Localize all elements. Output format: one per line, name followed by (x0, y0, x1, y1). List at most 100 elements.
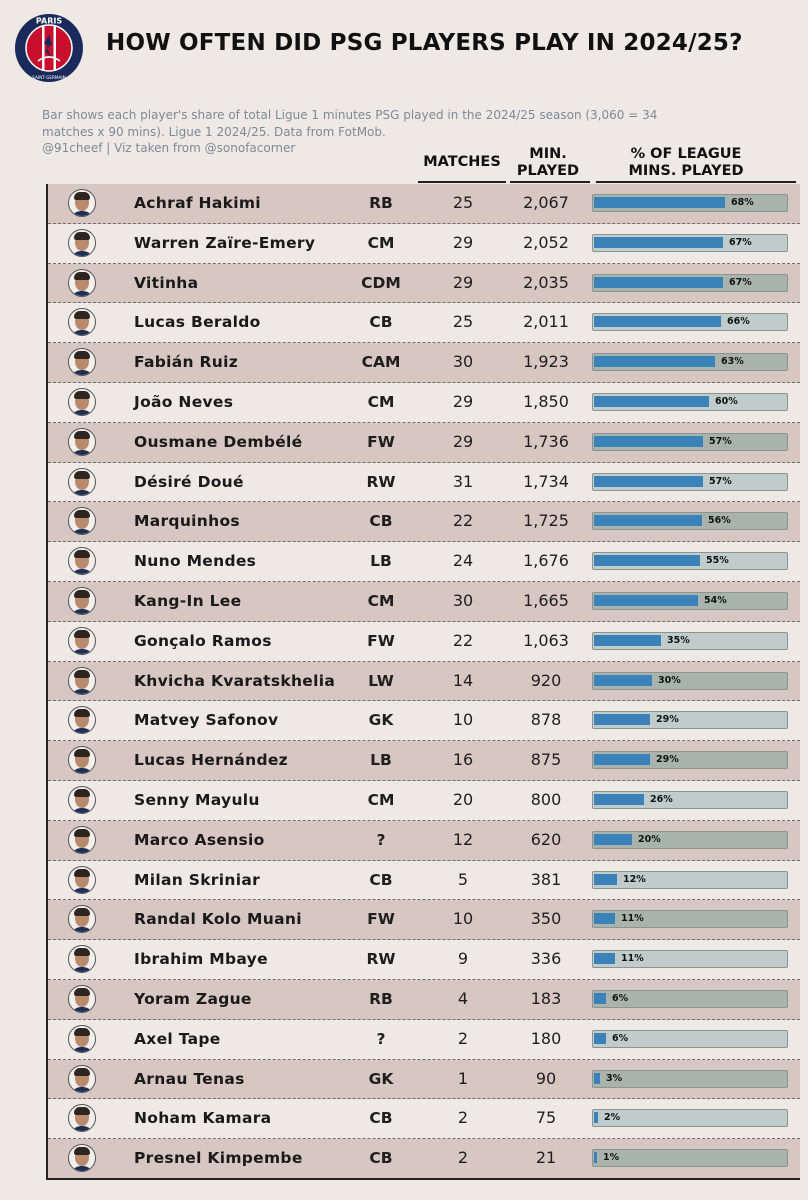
player-name: Milan Skriniar (134, 870, 261, 889)
bar-percent-label: 60% (715, 395, 738, 407)
table-row: Vitinha CDM 29 2,035 67% (48, 263, 800, 304)
subtitle-line: matches x 90 mins). Ligue 1 2024/25. Dat… (42, 124, 386, 139)
player-avatar (68, 984, 96, 1013)
matches-value: 24 (452, 551, 474, 571)
player-avatar (68, 547, 96, 576)
table-row: Milan Skriniar CB 5 381 12% (48, 861, 800, 901)
bar-fill (594, 873, 617, 885)
minutes-value: 1,734 (523, 471, 569, 491)
player-name: João Neves (134, 392, 234, 411)
minutes-value: 180 (530, 1028, 562, 1048)
bar-track: 67% (592, 273, 788, 292)
player-name: Vitinha (134, 273, 199, 292)
matches-value: 22 (452, 511, 474, 531)
bar-percent-label: 68% (731, 197, 754, 208)
table-row: Gonçalo Ramos FW 22 1,063 35% (48, 622, 800, 662)
player-avatar (68, 268, 96, 297)
bar-fill (594, 634, 661, 646)
bar-percent-label: 26% (650, 793, 673, 805)
player-position: RB (369, 989, 393, 1008)
matches-value: 25 (452, 193, 474, 212)
bar-fill (594, 714, 650, 726)
bar-fill (594, 833, 632, 845)
bar-percent-label: 29% (656, 754, 679, 766)
player-position: CM (367, 790, 395, 809)
player-avatar (68, 626, 96, 655)
table-row: Ibrahim Mbaye RW 9 336 11% (48, 940, 800, 980)
matches-value: 20 (452, 789, 474, 809)
matches-value: 22 (452, 630, 474, 650)
matches-value: 30 (452, 590, 474, 610)
header-underline-pct (596, 181, 796, 183)
player-name: Noham Kamara (134, 1109, 272, 1128)
player-avatar (68, 785, 96, 814)
bar-percent-label: 11% (621, 913, 644, 925)
bar-percent-label: 6% (612, 992, 629, 1004)
table-row: Ousmane Dembélé FW 29 1,736 57% (48, 422, 800, 463)
table-row: Senny Mayulu CM 20 800 26% (48, 781, 800, 821)
table-row: Arnau Tenas GK 1 90 3% (48, 1059, 800, 1100)
minutes-value: 2,052 (523, 232, 569, 252)
bar-fill (594, 515, 702, 527)
table-row: Lucas Hernández LB 16 875 29% (48, 741, 800, 781)
player-avatar (68, 945, 96, 974)
table-row: Lucas Beraldo CB 25 2,011 66% (48, 303, 800, 344)
bar-track: 29% (592, 751, 788, 770)
player-position: CM (367, 233, 395, 252)
table-row: Randal Kolo Muani FW 10 350 11% (48, 900, 800, 941)
matches-value: 29 (452, 232, 474, 252)
bar-percent-label: 6% (612, 1032, 629, 1044)
player-name: Presnel Kimpembe (134, 1149, 303, 1168)
player-avatar (68, 825, 96, 854)
bar-fill (594, 953, 615, 965)
player-position: CDM (361, 273, 401, 292)
minutes-value: 1,665 (523, 590, 569, 610)
bar-track: 66% (592, 313, 788, 332)
player-avatar (68, 746, 96, 775)
bar-percent-label: 29% (656, 714, 679, 726)
bar-percent-label: 1% (603, 1152, 620, 1164)
bar-fill (594, 754, 650, 766)
matches-value: 9 (457, 949, 469, 969)
player-name: Ousmane Dembélé (134, 432, 303, 451)
player-name: Gonçalo Ramos (134, 631, 272, 650)
bar-track: 29% (592, 711, 788, 730)
player-position: CM (367, 392, 395, 411)
bar-track: 63% (592, 353, 788, 372)
header-underline-matches (418, 181, 506, 183)
logo-top-text: PARIS (36, 17, 62, 26)
bar-track: 12% (592, 870, 788, 889)
table-row: Matvey Safonov GK 10 878 29% (48, 701, 800, 742)
player-name: Yoram Zague (134, 989, 252, 1008)
minutes-value: 920 (530, 670, 562, 690)
table-row: Fabián Ruiz CAM 30 1,923 63% (48, 343, 800, 383)
player-position: CB (369, 1149, 393, 1168)
bar-percent-label: 63% (721, 356, 744, 368)
bar-track: 68% (592, 194, 788, 212)
player-avatar (68, 706, 96, 735)
bar-track: 26% (592, 790, 788, 809)
subtitle-line: Bar shows each player's share of total L… (42, 108, 658, 122)
minutes-value: 2,035 (523, 272, 569, 292)
player-position: FW (367, 910, 395, 929)
table-row: Axel Tape? 2 180 6% (48, 1020, 800, 1060)
bar-percent-label: 20% (638, 833, 661, 845)
header-min-played-line1: MIN. (529, 146, 567, 162)
player-avatar (68, 666, 96, 695)
bar-track: 30% (592, 671, 788, 690)
player-position: FW (367, 432, 395, 451)
player-avatar (68, 865, 96, 894)
player-position: ? (376, 830, 386, 849)
bar-fill (594, 793, 644, 805)
table-row: Nuno Mendes LB 24 1,676 55% (48, 542, 800, 582)
player-name: Warren Zaïre-Emery (134, 233, 316, 252)
player-name: Désiré Doué (134, 472, 244, 491)
bar-percent-label: 12% (623, 873, 646, 885)
matches-value: 14 (452, 670, 474, 690)
table-row: João Neves CM 29 1,850 60% (48, 383, 800, 423)
player-position: RW (366, 472, 396, 491)
bar-track: 56% (592, 512, 788, 531)
psg-logo: PARIS SAINT-GERMAIN (15, 14, 83, 82)
bar-track: 67% (592, 233, 788, 252)
minutes-value: 878 (530, 710, 562, 730)
